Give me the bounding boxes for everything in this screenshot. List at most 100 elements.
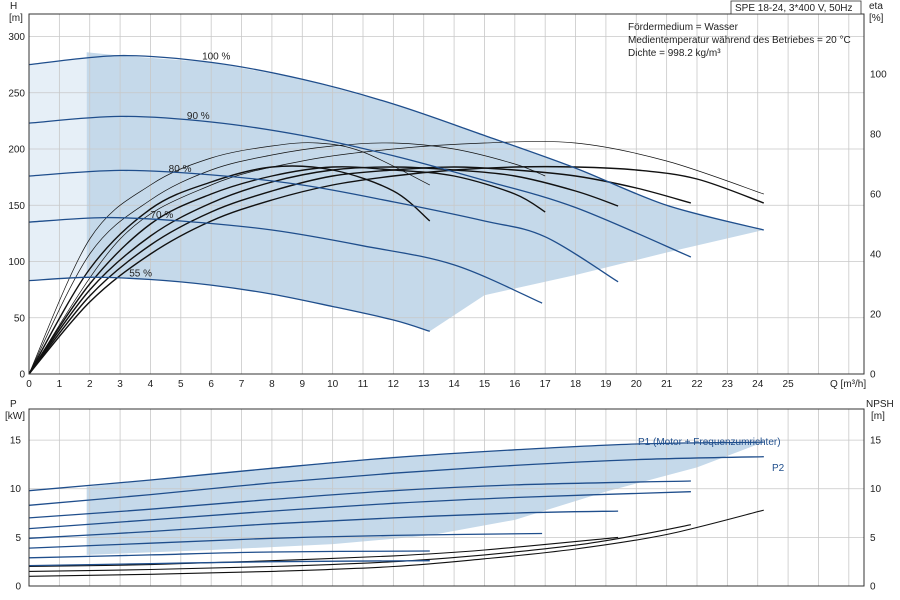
y-tick-label: 5 — [15, 533, 21, 544]
y2-axis-label: eta — [869, 1, 883, 12]
y-tick-label: 0 — [15, 582, 21, 593]
x-tick-label: 7 — [239, 379, 245, 390]
y-tick-label: 200 — [8, 145, 25, 156]
head-curve-label: 100 % — [202, 51, 230, 62]
x-tick-label: 15 — [479, 379, 491, 390]
power-curve — [28, 550, 430, 559]
info-medium: Fördermedium = Wasser — [628, 22, 739, 33]
y2-axis-label: NPSH — [866, 399, 894, 410]
y2-tick-label: 20 — [870, 310, 882, 321]
y2-axis-unit: [%] — [869, 13, 884, 24]
grid — [29, 14, 864, 374]
x-tick-label: 18 — [570, 379, 582, 390]
y-tick-label: 15 — [10, 436, 22, 447]
x-tick-label: 0 — [26, 379, 32, 390]
y2-tick-label: 10 — [870, 484, 882, 495]
power-curve — [28, 480, 691, 519]
y2-tick-label: 0 — [870, 370, 876, 381]
npsh-curves — [28, 509, 764, 577]
head-curves: 100 % 90 % 80 % 70 % 55 % — [28, 51, 764, 332]
npsh-curve — [28, 524, 692, 572]
x-tick-label: 11 — [358, 379, 369, 390]
y-tick-label: 300 — [8, 32, 25, 43]
x-tick-label: 24 — [752, 379, 764, 390]
y-axis-label: P — [10, 399, 17, 410]
efficiency-curve — [28, 166, 692, 375]
chart-title: SPE 18-24, 3*400 V, 50Hz — [735, 3, 853, 14]
head-efficiency-chart: 100 %90 %80 %70 %55 % 0 1 2 3 4 5 6 7 8 9 10 11 12 13… — [8, 0, 887, 390]
y-axis-unit: [kW] — [5, 411, 25, 422]
efficiency-curve — [28, 166, 546, 375]
x-tick-label: 22 — [691, 379, 703, 390]
power-curve — [28, 491, 691, 530]
y2-tick-label: 60 — [870, 190, 882, 201]
x-tick-label: 5 — [178, 379, 184, 390]
y-axis-unit: [m] — [9, 13, 23, 24]
power-curve — [28, 532, 543, 549]
info-density: Dichte = 998.2 kg/m³ — [628, 48, 721, 59]
x-tick-label: 1 — [57, 379, 63, 390]
efficiency-curve — [28, 141, 764, 375]
low-flow-area — [29, 56, 87, 281]
head-curve-label: 80 % — [169, 164, 192, 175]
x-tick-label: 12 — [388, 379, 400, 390]
x-tick-label: 16 — [509, 379, 521, 390]
x-tick-label: 10 — [327, 379, 339, 390]
head-curve-label: 90 % — [187, 111, 210, 122]
x-axis-label: Q [m³/h] — [830, 379, 866, 390]
x-tick-label: 4 — [148, 379, 154, 390]
x-tick-label: 21 — [661, 379, 673, 390]
head-curve-label: 55 % — [129, 269, 152, 280]
operating-area — [86, 52, 764, 332]
npsh-curve — [28, 536, 619, 568]
axis-ticks: 0 5 10 15 0 5 10 15 — [10, 436, 882, 593]
x-tick-label: 17 — [540, 379, 552, 390]
plot-frame — [28, 13, 865, 375]
power-curve — [28, 560, 430, 567]
y-tick-label: 100 — [8, 257, 25, 268]
x-tick-label: 23 — [722, 379, 734, 390]
head-curve — [28, 115, 692, 258]
title-box — [730, 0, 862, 15]
y-tick-label: 10 — [10, 484, 22, 495]
head-curve — [28, 216, 543, 304]
info-temperature: Medientemperatur während des Betriebes =… — [628, 35, 851, 46]
x-tick-label: 25 — [783, 379, 795, 390]
y2-tick-label: 40 — [870, 250, 882, 261]
power-curve — [28, 510, 619, 539]
power-curve — [28, 456, 764, 506]
y-tick-label: 50 — [14, 313, 26, 324]
x-tick-label: 3 — [117, 379, 123, 390]
x-tick-label: 19 — [600, 379, 612, 390]
y2-axis-unit: [m] — [871, 411, 885, 422]
x-tick-label: 13 — [418, 379, 430, 390]
x-tick-label: 2 — [87, 379, 93, 390]
y2-tick-label: 15 — [870, 436, 882, 447]
axis-ticks: 0 1 2 3 4 5 6 7 8 9 10 11 12 13 14 15 16 17 18 19 20 21 22 23 24… — [8, 32, 887, 390]
efficiency-curve — [28, 142, 430, 375]
plot-frame — [28, 408, 865, 587]
p2-label: P2 — [772, 463, 785, 474]
y2-tick-label: 0 — [870, 582, 876, 593]
head-curve — [28, 54, 764, 231]
p1-label: P1 (Motor + Frequenzumrichter) — [638, 437, 781, 448]
power-curve — [28, 441, 764, 492]
x-tick-label: 6 — [208, 379, 214, 390]
efficiency-curve — [28, 165, 431, 375]
y2-tick-label: 80 — [870, 130, 882, 141]
y2-tick-label: 100 — [870, 70, 887, 81]
x-tick-label: 20 — [631, 379, 643, 390]
head-curve — [28, 276, 430, 332]
efficiency-curve — [28, 165, 765, 375]
y-tick-label: 150 — [8, 201, 25, 212]
head-curve — [28, 169, 619, 283]
x-tick-label: 8 — [269, 379, 275, 390]
y2-tick-label: 5 — [870, 533, 876, 544]
power-npsh-chart: 0 5 10 15 0 5 10 15 P [kW] NPSH [m] P1 (Motor +… — [5, 399, 894, 593]
npsh-curve — [28, 509, 764, 577]
y-tick-label: 0 — [19, 370, 25, 381]
efficiency-curve — [28, 142, 546, 375]
power-curves — [28, 441, 764, 567]
y-axis-label: H — [10, 1, 17, 12]
